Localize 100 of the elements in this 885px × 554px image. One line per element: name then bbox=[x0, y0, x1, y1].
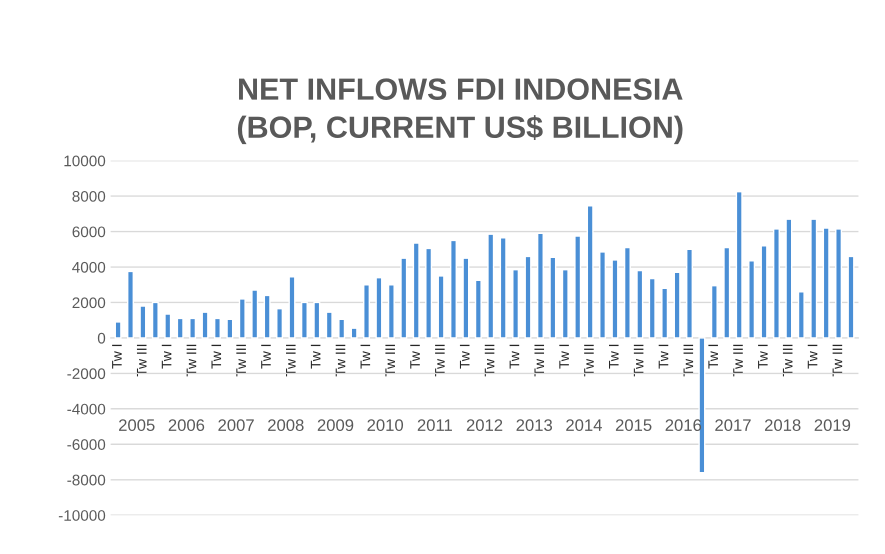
bar bbox=[772, 228, 780, 339]
y-tick-label: 8000 bbox=[72, 190, 106, 202]
annotation: 2009 bbox=[318, 419, 354, 432]
x-tick-label: Tw I bbox=[808, 344, 818, 369]
bar bbox=[152, 302, 159, 339]
x-tick-label: Tw III bbox=[634, 344, 644, 376]
bar bbox=[450, 240, 457, 339]
bar bbox=[300, 302, 308, 339]
y-tick-label: -4000 bbox=[67, 404, 106, 415]
bar bbox=[536, 232, 544, 339]
bar bbox=[127, 270, 134, 339]
y-tick-label: 2000 bbox=[72, 297, 106, 308]
x-tick-label: Tw III bbox=[584, 344, 594, 376]
bar bbox=[710, 284, 718, 339]
x-tick-label: Tw I bbox=[609, 344, 619, 369]
annotation: 2018 bbox=[764, 419, 800, 432]
bar bbox=[338, 318, 346, 339]
y-tick-label: -6000 bbox=[67, 439, 106, 450]
annotation: 2017 bbox=[715, 419, 751, 432]
bar bbox=[549, 256, 556, 339]
x-tick-label: Tw I bbox=[658, 344, 668, 369]
bar bbox=[288, 276, 296, 339]
y-tick-label: 6000 bbox=[72, 226, 106, 238]
bar bbox=[276, 308, 284, 339]
x-tick-label: Tw III bbox=[484, 344, 494, 376]
bar bbox=[313, 302, 320, 339]
bar bbox=[636, 270, 644, 339]
bar bbox=[835, 228, 842, 339]
bar bbox=[810, 218, 818, 339]
x-tick-label: Tw III bbox=[385, 344, 395, 376]
x-tick-label: Tw I bbox=[460, 344, 470, 369]
x-tick-label: Tw III bbox=[832, 344, 842, 376]
bar bbox=[624, 246, 631, 339]
x-tick-label: Tw III bbox=[534, 344, 544, 376]
y-tick-label: 10000 bbox=[64, 156, 106, 166]
x-tick-label: Tw I bbox=[510, 344, 520, 369]
bar bbox=[723, 246, 730, 339]
annotation: 2005 bbox=[119, 419, 155, 432]
y-tick-label: 0 bbox=[98, 332, 106, 344]
bar bbox=[202, 312, 209, 339]
bar bbox=[785, 218, 792, 339]
bar bbox=[139, 305, 146, 339]
annotation: 2011 bbox=[418, 419, 452, 432]
bar bbox=[760, 245, 768, 339]
bar bbox=[363, 284, 370, 339]
bar bbox=[736, 190, 743, 339]
bar bbox=[674, 272, 681, 339]
x-tick-label: Tw III bbox=[733, 344, 743, 376]
bar bbox=[748, 260, 756, 339]
bar bbox=[586, 205, 594, 339]
bar bbox=[686, 248, 693, 339]
annotation: 2015 bbox=[616, 419, 652, 432]
annotation: 2014 bbox=[566, 419, 602, 432]
x-tick-label: Tw I bbox=[261, 344, 271, 369]
x-tick-label: Tw III bbox=[236, 344, 246, 376]
x-tick-label: Tw III bbox=[435, 344, 445, 376]
y-tick-label: -2000 bbox=[67, 368, 106, 380]
bar bbox=[226, 318, 234, 339]
bar bbox=[524, 256, 532, 339]
bar bbox=[512, 268, 520, 339]
bar bbox=[264, 294, 271, 339]
annotation: 2013 bbox=[516, 419, 552, 432]
x-tick-label: Tw I bbox=[360, 344, 370, 369]
bar bbox=[164, 313, 172, 339]
bar bbox=[611, 259, 618, 339]
bar bbox=[562, 268, 569, 339]
bar bbox=[176, 318, 184, 339]
annotation: 2006 bbox=[168, 419, 204, 432]
bar bbox=[648, 278, 656, 339]
chart-title: NET INFLOWS FDI INDONESIA (BOP, CURRENT US$ BILLION) bbox=[238, 78, 683, 144]
x-tick-label: Tw III bbox=[286, 344, 296, 376]
bar bbox=[822, 227, 830, 339]
bar bbox=[388, 284, 395, 339]
annotation: 2008 bbox=[268, 419, 304, 432]
annotation: 2019 bbox=[814, 419, 850, 432]
bar bbox=[238, 298, 246, 339]
bar bbox=[661, 288, 668, 339]
bar bbox=[214, 318, 221, 339]
annotation: 2007 bbox=[218, 419, 254, 432]
x-tick-label: Tw I bbox=[410, 344, 420, 369]
bar bbox=[500, 237, 507, 339]
bar bbox=[350, 327, 358, 339]
bar bbox=[251, 289, 258, 339]
bar bbox=[848, 256, 854, 339]
bar bbox=[189, 318, 196, 339]
bar bbox=[599, 251, 606, 339]
y-tick-label: -8000 bbox=[67, 474, 106, 486]
x-tick-label: Tw III bbox=[782, 344, 792, 376]
x-tick-label: Tw III bbox=[186, 344, 196, 376]
x-tick-label: Tw I bbox=[559, 344, 569, 369]
bar bbox=[412, 242, 420, 339]
x-tick-label: Tw III bbox=[336, 344, 346, 376]
y-tick-label: 4000 bbox=[72, 262, 106, 273]
x-tick-label: Tw I bbox=[758, 344, 768, 369]
x-tick-label: Tw I bbox=[162, 344, 172, 369]
annotation: 2010 bbox=[367, 419, 404, 432]
x-tick-label: Tw I bbox=[112, 344, 122, 369]
bar bbox=[798, 291, 805, 339]
bar bbox=[425, 248, 432, 339]
bar bbox=[326, 312, 333, 339]
